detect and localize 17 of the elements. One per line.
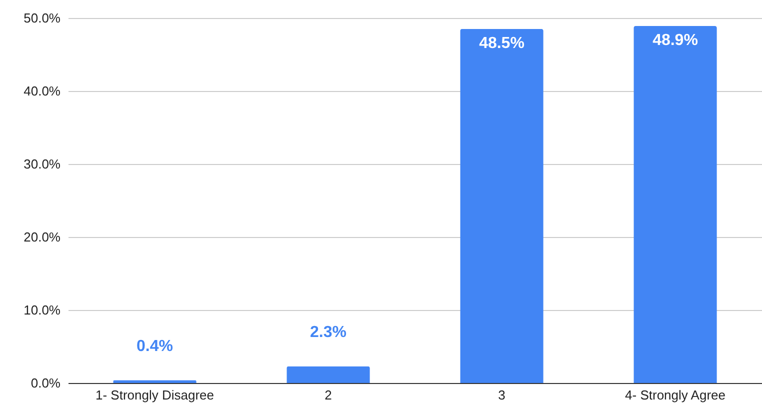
y-tick-label: 20.0% bbox=[24, 230, 61, 244]
x-tick-label: 4- Strongly Agree bbox=[625, 388, 726, 402]
data-label: 48.9% bbox=[652, 32, 698, 50]
y-tick-label: 50.0% bbox=[24, 10, 61, 26]
bar bbox=[460, 28, 544, 383]
y-tick-label: 0.0% bbox=[30, 376, 61, 390]
x-tick-label: 2 bbox=[324, 388, 332, 402]
y-tick-label: 40.0% bbox=[24, 84, 61, 98]
data-label: 0.4% bbox=[136, 338, 173, 356]
bar bbox=[286, 366, 370, 383]
y-tick-label: 10.0% bbox=[24, 302, 61, 318]
data-label: 48.5% bbox=[479, 34, 524, 52]
bar bbox=[634, 26, 717, 383]
data-label: 2.3% bbox=[310, 324, 346, 342]
y-tick-label: 30.0% bbox=[24, 156, 61, 172]
x-tick-label: 1- Strongly Disagree bbox=[96, 388, 214, 402]
x-tick-label: 3 bbox=[498, 388, 506, 402]
